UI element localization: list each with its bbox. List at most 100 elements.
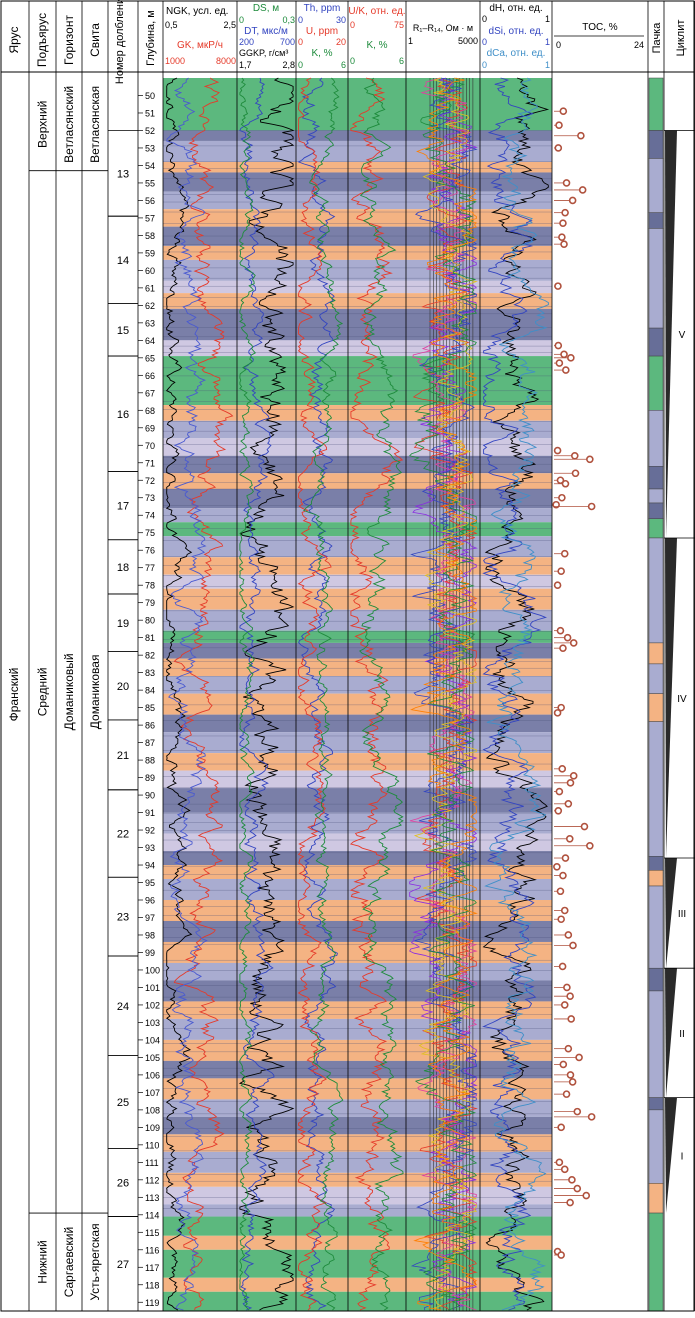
pachka-band <box>648 1109 664 1184</box>
run-number: 25 <box>117 1097 129 1109</box>
toc-point <box>569 639 578 647</box>
toc-point <box>553 581 562 589</box>
depth-label: 74 <box>145 511 155 521</box>
depth-label: 87 <box>145 738 155 748</box>
toc-point <box>562 1090 571 1098</box>
depth-label: 82 <box>145 651 155 661</box>
toc-point <box>555 1158 564 1167</box>
toc-point <box>558 962 567 971</box>
uk-label: U/K, отн. ед. <box>348 6 405 17</box>
pachka-band <box>648 488 664 504</box>
facies-band <box>163 865 552 880</box>
facies-band <box>163 245 552 260</box>
run-number: 19 <box>117 618 129 630</box>
header-cycle: Циклит <box>675 20 687 57</box>
pachka-band <box>648 856 664 871</box>
facies-band <box>163 140 552 162</box>
th-max: 30 <box>336 15 346 25</box>
header-svita: Свита <box>88 23 102 57</box>
dh-min: 0 <box>482 14 487 24</box>
svita-name: Ветласянская <box>88 86 102 163</box>
pachka-band <box>648 721 664 857</box>
toc-point <box>571 469 580 478</box>
depth-label: 57 <box>145 213 155 223</box>
facies-band <box>163 770 552 789</box>
facies-band <box>163 1186 552 1205</box>
uk-max: 75 <box>394 20 404 30</box>
facies-band <box>163 753 552 771</box>
gk-curve-2 <box>166 77 208 1311</box>
resistivity-curve <box>410 77 478 1311</box>
facies-band <box>163 1277 552 1292</box>
toc-point <box>564 800 573 808</box>
cycle-label: II <box>679 1029 685 1040</box>
run-number: 15 <box>117 325 129 337</box>
facies-band <box>163 172 552 192</box>
k2-label: K, % <box>366 40 387 51</box>
cycle-label: V <box>679 330 686 341</box>
pachka-band <box>648 870 664 887</box>
facies-band <box>163 78 552 131</box>
depth-label: 80 <box>145 616 155 626</box>
cycle-label: I <box>681 1151 684 1162</box>
toc-point <box>553 862 561 871</box>
facies-band <box>163 642 552 659</box>
dca-curve <box>484 77 549 1311</box>
toc-point <box>586 455 594 464</box>
facies-band <box>163 1134 552 1152</box>
resistivity-curve <box>409 77 478 1311</box>
toc-point <box>562 179 571 187</box>
cycle-label: III <box>678 909 686 920</box>
toc-point <box>563 633 572 642</box>
depth-label: 89 <box>145 773 155 783</box>
toc-point <box>575 1053 583 1062</box>
toc-point <box>555 359 564 367</box>
pachka-band <box>648 130 664 159</box>
facies-band <box>163 522 552 537</box>
toc-point <box>566 779 575 787</box>
toc-point <box>577 131 585 140</box>
pachka-band <box>648 1097 664 1111</box>
depth-label: 103 <box>145 1018 160 1028</box>
u-min: 0 <box>298 37 303 47</box>
header-run-no: Номер долбления <box>114 0 126 84</box>
dh-label: dH, отн. ед. <box>489 3 542 14</box>
depth-label: 92 <box>145 826 155 836</box>
depth-label: 62 <box>145 301 155 311</box>
podyarus-name: Средний <box>36 667 50 716</box>
depth-label: 69 <box>145 423 155 433</box>
pachka-band <box>648 502 664 519</box>
toc-point <box>557 703 565 712</box>
run-number: 26 <box>117 1177 129 1189</box>
facies-band <box>163 1291 552 1311</box>
facies-band <box>163 1151 552 1173</box>
cycle-triangle <box>665 858 677 969</box>
toc-point <box>568 196 577 205</box>
facies-band <box>163 1001 552 1019</box>
facies-band <box>163 161 552 173</box>
k2-min: 0 <box>350 56 355 66</box>
depth-label: 98 <box>145 930 155 940</box>
depth-label: 94 <box>145 861 155 871</box>
depth-label: 64 <box>145 336 155 346</box>
toc-point <box>569 941 577 950</box>
k-curve <box>302 77 344 1311</box>
depth-label: 81 <box>145 633 155 643</box>
cycle-triangle <box>665 537 677 859</box>
header-yarus: Ярус <box>7 26 21 53</box>
u-curve <box>297 77 332 1311</box>
depth-label: 63 <box>145 318 155 328</box>
toc-point <box>554 282 562 290</box>
dca-max: 1 <box>545 60 550 70</box>
facies-band <box>163 588 552 610</box>
depth-label: 68 <box>145 406 155 416</box>
facies-band <box>163 630 552 643</box>
facies-band <box>163 676 552 694</box>
facies-band <box>163 879 552 900</box>
depth-label: 85 <box>145 703 155 713</box>
pachka-band <box>648 1212 664 1312</box>
depth-label: 108 <box>145 1105 160 1115</box>
resistivity-max: 5000 <box>458 36 478 46</box>
k2-max: 6 <box>399 56 404 66</box>
